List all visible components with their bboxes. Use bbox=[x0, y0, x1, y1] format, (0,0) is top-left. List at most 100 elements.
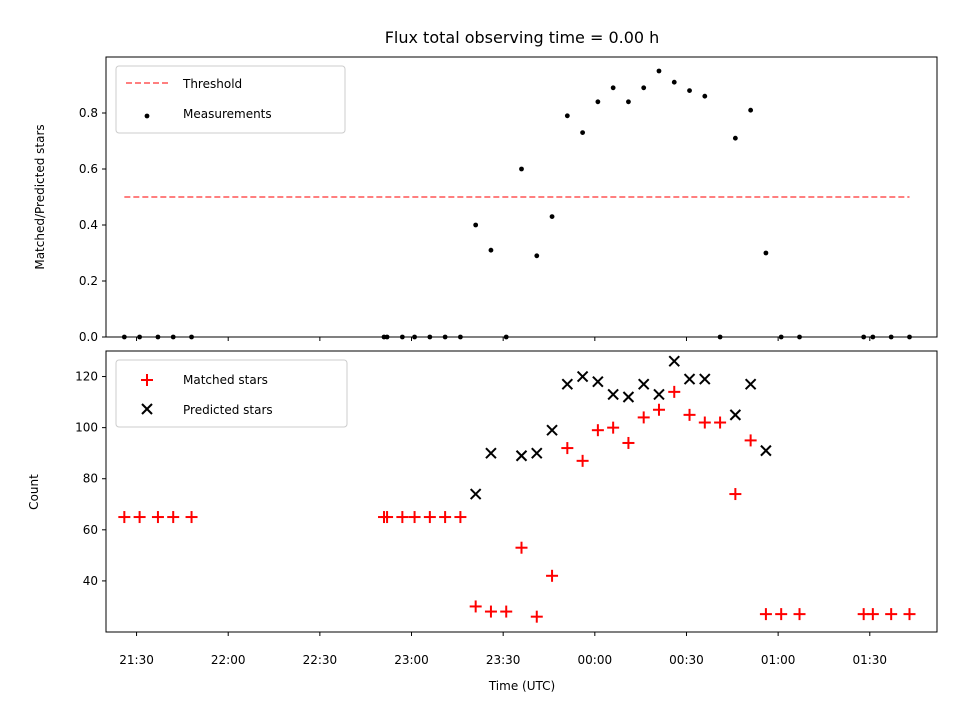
count-plot-frame bbox=[105, 350, 938, 633]
matched-point bbox=[775, 608, 788, 621]
matched-point bbox=[423, 511, 436, 524]
ratio-y-tick-label: 0.8 bbox=[79, 106, 98, 120]
measurement-point bbox=[580, 130, 586, 136]
predicted-point bbox=[561, 378, 574, 390]
predicted-point bbox=[515, 450, 528, 462]
matched-point bbox=[866, 608, 879, 621]
x-tick-label: 23:30 bbox=[486, 653, 521, 667]
measurement-point bbox=[687, 88, 692, 93]
ratio-ticks: 0.0 0.2 0.4 0.6 0.8 bbox=[79, 106, 871, 344]
matched-point bbox=[408, 511, 421, 524]
matched-point bbox=[885, 608, 898, 621]
measurement-point bbox=[702, 93, 708, 99]
legend-matched-swatch bbox=[141, 374, 153, 386]
x-tick-label: 01:30 bbox=[852, 653, 887, 667]
predicted-point bbox=[469, 488, 482, 500]
matched-point bbox=[561, 442, 574, 455]
matched-point bbox=[469, 600, 482, 613]
matched-point bbox=[683, 408, 696, 421]
matched-point bbox=[381, 511, 394, 524]
matched-point bbox=[744, 434, 757, 447]
matched-point bbox=[652, 403, 665, 416]
x-tick-label: 00:00 bbox=[578, 653, 613, 667]
matched-point bbox=[698, 416, 711, 429]
legend-matched-label: Matched stars bbox=[183, 373, 268, 387]
predicted-point bbox=[760, 444, 772, 457]
predicted-point bbox=[668, 355, 680, 367]
ratio-legend-box bbox=[115, 65, 346, 134]
ratio-y-tick-label: 0.4 bbox=[79, 218, 98, 232]
x-tick-label: 22:00 bbox=[211, 653, 246, 667]
matched-point bbox=[530, 610, 543, 623]
matched-point bbox=[729, 488, 742, 501]
matched-point bbox=[668, 385, 681, 398]
matched-point bbox=[591, 424, 604, 437]
predicted-point bbox=[485, 447, 497, 459]
measurement-point bbox=[534, 253, 540, 259]
measurement-point bbox=[732, 135, 738, 141]
count-panel: Count 40 60 80 100 120 Matched stars Predict… bbox=[27, 350, 938, 693]
matched-point bbox=[546, 569, 559, 582]
predicted-point bbox=[576, 370, 589, 383]
matched-point bbox=[151, 511, 164, 524]
matched-point bbox=[714, 416, 727, 429]
count-y-tick-label: 40 bbox=[83, 574, 98, 588]
ratio-y-tick-label: 0.2 bbox=[79, 274, 98, 288]
measurement-point bbox=[626, 99, 631, 105]
legend-threshold-label: Threshold bbox=[182, 77, 242, 91]
x-tick-label: 23:00 bbox=[394, 653, 429, 667]
legend-predicted-swatch bbox=[141, 403, 153, 415]
count-y-tick-label: 100 bbox=[75, 421, 98, 435]
measurement-point bbox=[748, 107, 754, 113]
count-marks bbox=[118, 355, 916, 623]
measurement-point bbox=[763, 250, 769, 256]
legend-predicted-label: Predicted stars bbox=[183, 403, 273, 417]
predicted-point bbox=[622, 391, 635, 403]
ratio-plot-frame bbox=[105, 56, 938, 338]
matched-point bbox=[185, 511, 198, 524]
predicted-point bbox=[592, 375, 604, 388]
matched-point bbox=[167, 511, 180, 524]
matched-point bbox=[759, 608, 772, 621]
x-axis-label: Time (UTC) bbox=[488, 679, 555, 693]
ratio-legend: Threshold Measurements bbox=[115, 65, 346, 134]
x-tick-label: 22:30 bbox=[303, 653, 338, 667]
legend-measurements-swatch bbox=[144, 113, 150, 119]
measurement-point bbox=[519, 166, 524, 172]
matched-point bbox=[454, 511, 467, 524]
measurement-point bbox=[549, 214, 555, 220]
matched-point bbox=[793, 608, 806, 621]
count-y-tick-label: 120 bbox=[75, 370, 98, 384]
ratio-y-tick-label: 0.0 bbox=[79, 330, 98, 344]
matched-point bbox=[396, 511, 409, 524]
measurement-point bbox=[641, 85, 647, 91]
matched-point bbox=[118, 511, 131, 524]
matched-point bbox=[439, 511, 452, 524]
predicted-point bbox=[637, 378, 650, 390]
measurement-point bbox=[671, 79, 677, 85]
x-tick-label: 01:00 bbox=[761, 653, 796, 667]
x-tick-label: 21:30 bbox=[119, 653, 154, 667]
x-axis: 21:30 22:00 22:30 23:00 23:30 00:00 00:30 01:00… bbox=[119, 653, 887, 667]
measurement-point bbox=[488, 247, 494, 253]
ratio-y-tick-label: 0.6 bbox=[79, 162, 98, 176]
predicted-point bbox=[744, 378, 757, 390]
matched-point bbox=[515, 541, 528, 554]
ratio-panel: Matched/Predicted stars 0.00.20.40.60.8 … bbox=[33, 56, 938, 344]
measurement-point bbox=[656, 68, 662, 74]
count-legend-box bbox=[115, 359, 348, 428]
predicted-point bbox=[546, 424, 558, 436]
predicted-point bbox=[683, 373, 696, 385]
x-tick-label: 00:30 bbox=[669, 653, 704, 667]
matched-point bbox=[576, 454, 589, 467]
ratio-y-axis-label: Matched/Predicted stars bbox=[33, 124, 47, 269]
matched-point bbox=[622, 436, 635, 449]
matched-point bbox=[133, 511, 146, 524]
measurement-point bbox=[595, 99, 601, 105]
predicted-point bbox=[729, 409, 742, 421]
count-y-tick-label: 80 bbox=[83, 472, 98, 486]
count-y-tick-label: 60 bbox=[83, 523, 98, 537]
matched-point bbox=[607, 421, 620, 434]
predicted-point bbox=[653, 388, 665, 401]
